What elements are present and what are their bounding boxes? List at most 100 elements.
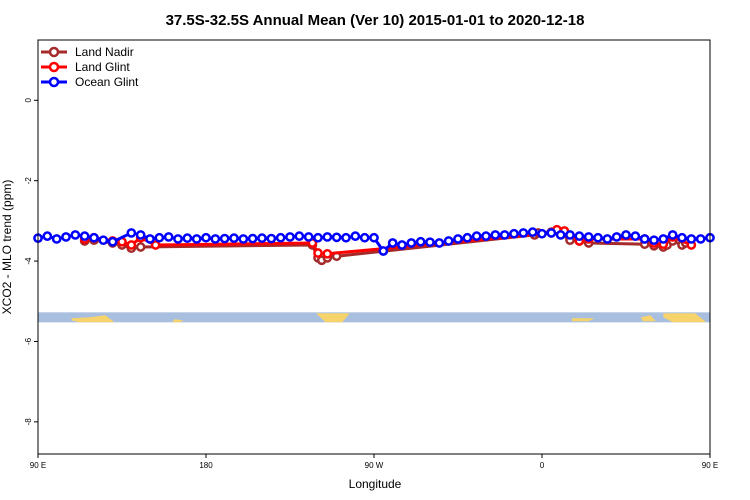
y-tick-label: -8 [24, 418, 33, 426]
data-point-ocean-glint [378, 246, 389, 256]
data-point-ocean-glint [145, 234, 155, 244]
legend-item-ocean-glint: Ocean Glint [41, 75, 139, 89]
data-point-ocean-glint [621, 230, 631, 240]
y-axis: 0 -2 -4 -6 -8 [24, 98, 38, 426]
data-point-ocean-glint [322, 232, 333, 242]
data-point-ocean-glint [415, 236, 426, 247]
data-point-ocean-glint [509, 228, 519, 239]
data-point-ocean-glint [247, 233, 258, 244]
data-point-ocean-glint [107, 236, 118, 247]
legend-label: Land Glint [75, 60, 130, 74]
data-point-ocean-glint [695, 234, 706, 244]
x-tick-label: 180 [199, 461, 213, 470]
legend-marker [48, 76, 60, 88]
ocean-strip [38, 312, 710, 323]
data-point-land-glint [126, 240, 137, 250]
data-point-ocean-glint [677, 232, 687, 243]
data-point-ocean-glint [555, 230, 566, 240]
data-point-ocean-glint [163, 232, 174, 242]
land-strip [38, 312, 710, 323]
data-point-ocean-glint [583, 232, 594, 242]
series-layer [33, 224, 715, 266]
legend-item-land-nadir: Land Nadir [41, 45, 134, 59]
land-patch [571, 318, 595, 322]
land-patch [663, 313, 707, 323]
y-tick-label: 0 [24, 98, 33, 103]
legend-label: Land Nadir [75, 45, 134, 59]
land-patch [316, 313, 350, 323]
data-point-ocean-glint [210, 234, 221, 244]
land-patch [640, 315, 656, 322]
data-point-land-nadir [135, 242, 146, 252]
data-point-ocean-glint [341, 232, 351, 243]
data-point-ocean-glint [229, 233, 239, 244]
data-point-ocean-glint [490, 230, 501, 240]
legend-label: Ocean Glint [75, 75, 139, 89]
y-axis-label: XCO2 - MLO trend (ppm) [0, 180, 14, 315]
data-point-ocean-glint [126, 228, 137, 238]
data-point-ocean-glint [434, 238, 445, 248]
data-point-land-glint [322, 248, 333, 259]
data-point-ocean-glint [527, 227, 538, 237]
data-point-ocean-glint [70, 230, 81, 240]
data-point-ocean-glint [238, 234, 249, 244]
data-point-ocean-glint [61, 232, 71, 242]
land-patch [71, 315, 115, 323]
x-tick-label: 90 W [365, 461, 384, 470]
data-point-ocean-glint [257, 233, 267, 244]
data-point-ocean-glint [191, 234, 202, 244]
data-point-ocean-glint [593, 232, 603, 243]
data-point-ocean-glint [453, 234, 463, 244]
data-point-ocean-glint [471, 231, 482, 241]
data-point-land-glint [313, 248, 323, 258]
data-point-ocean-glint [331, 232, 342, 243]
data-point-ocean-glint [294, 231, 305, 241]
land-patch [172, 319, 184, 323]
data-point-ocean-glint [667, 230, 678, 240]
data-point-ocean-glint [518, 228, 529, 238]
data-point-ocean-glint [602, 234, 613, 244]
data-point-ocean-glint [89, 232, 99, 243]
data-point-ocean-glint [537, 228, 547, 239]
data-point-ocean-glint [686, 234, 697, 244]
data-point-ocean-glint [359, 232, 370, 243]
data-point-ocean-glint [639, 234, 650, 244]
data-point-ocean-glint [443, 236, 454, 246]
data-point-ocean-glint [79, 231, 90, 241]
data-point-land-glint [150, 240, 161, 250]
data-point-ocean-glint [303, 232, 314, 242]
data-point-ocean-glint [397, 240, 407, 250]
data-point-ocean-glint [499, 230, 510, 240]
data-point-ocean-glint [182, 233, 193, 244]
data-point-ocean-glint [266, 233, 277, 244]
data-point-ocean-glint [611, 232, 622, 242]
x-axis: 90 E 180 90 W 0 90 E [30, 454, 718, 470]
data-point-ocean-glint [565, 230, 575, 240]
data-point-ocean-glint [649, 235, 659, 246]
data-point-ocean-glint [98, 235, 109, 246]
x-tick-label: 0 [540, 461, 545, 470]
data-point-ocean-glint [462, 232, 473, 243]
data-point-ocean-glint [425, 237, 435, 248]
data-point-ocean-glint [173, 234, 183, 244]
data-point-ocean-glint [546, 228, 557, 238]
data-point-ocean-glint [406, 238, 417, 248]
data-point-ocean-glint [350, 231, 361, 241]
data-point-ocean-glint [285, 232, 295, 242]
data-point-ocean-glint [481, 231, 491, 241]
legend-marker [48, 46, 60, 58]
data-point-ocean-glint [369, 232, 379, 243]
data-point-ocean-glint [387, 238, 398, 248]
data-point-ocean-glint [630, 231, 641, 241]
data-point-ocean-glint [154, 232, 165, 243]
y-tick-label: -2 [24, 177, 33, 185]
chart-title: 37.5S-32.5S Annual Mean (Ver 10) 2015-01… [166, 12, 585, 29]
y-tick-label: -4 [24, 257, 33, 265]
legend-item-land-glint: Land Glint [41, 60, 130, 74]
data-point-ocean-glint [42, 231, 53, 241]
legend-marker [48, 61, 60, 73]
series-ocean-glint [33, 227, 715, 256]
data-point-ocean-glint [135, 230, 146, 240]
